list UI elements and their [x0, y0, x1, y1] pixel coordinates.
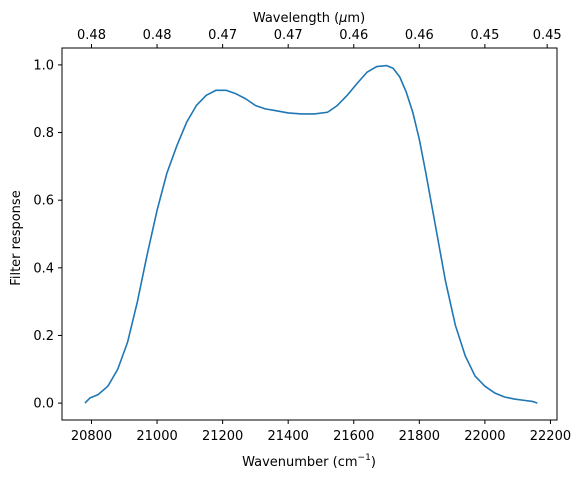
- top-tick-label: 0.45: [533, 28, 562, 43]
- x-axis-label: Wavenumber (cm−1): [242, 453, 376, 470]
- y-tick-label: 1.0: [33, 58, 54, 73]
- y-tick-label: 0.8: [33, 126, 54, 141]
- axes-frame: [61, 47, 558, 421]
- top-axis-label: Wavelength (μm): [253, 11, 365, 26]
- x-tick-label: 21200: [202, 429, 243, 444]
- y-tick-label: 0.2: [33, 329, 54, 344]
- top-tick-label: 0.48: [77, 28, 106, 43]
- y-tick-label: 0.6: [33, 194, 54, 209]
- y-axis-label: Filter response: [9, 190, 24, 285]
- x-tick-label: 20800: [71, 429, 112, 444]
- y-tick-label: 0.4: [33, 261, 54, 276]
- top-tick-label: 0.46: [339, 28, 368, 43]
- top-tick-label: 0.46: [405, 28, 434, 43]
- x-tick-label: 21600: [333, 429, 374, 444]
- tick-layer: 20800 21000 21200 21400 21600 21800 22000 22200…: [33, 28, 571, 444]
- top-tick-label: 0.48: [143, 28, 172, 43]
- x-tick-label: 22200: [530, 429, 571, 444]
- plot-area: [84, 64, 538, 404]
- top-tick-label: 0.47: [208, 28, 237, 43]
- top-tick-label: 0.47: [274, 28, 303, 43]
- x-tick-label: 22000: [464, 429, 505, 444]
- x-tick-label: 21000: [136, 429, 177, 444]
- x-tick-label: 21800: [399, 429, 440, 444]
- top-tick-label: 0.45: [470, 28, 499, 43]
- x-tick-label: 21400: [268, 429, 309, 444]
- series-line-0: [84, 64, 538, 404]
- y-tick-label: 0.0: [33, 397, 54, 412]
